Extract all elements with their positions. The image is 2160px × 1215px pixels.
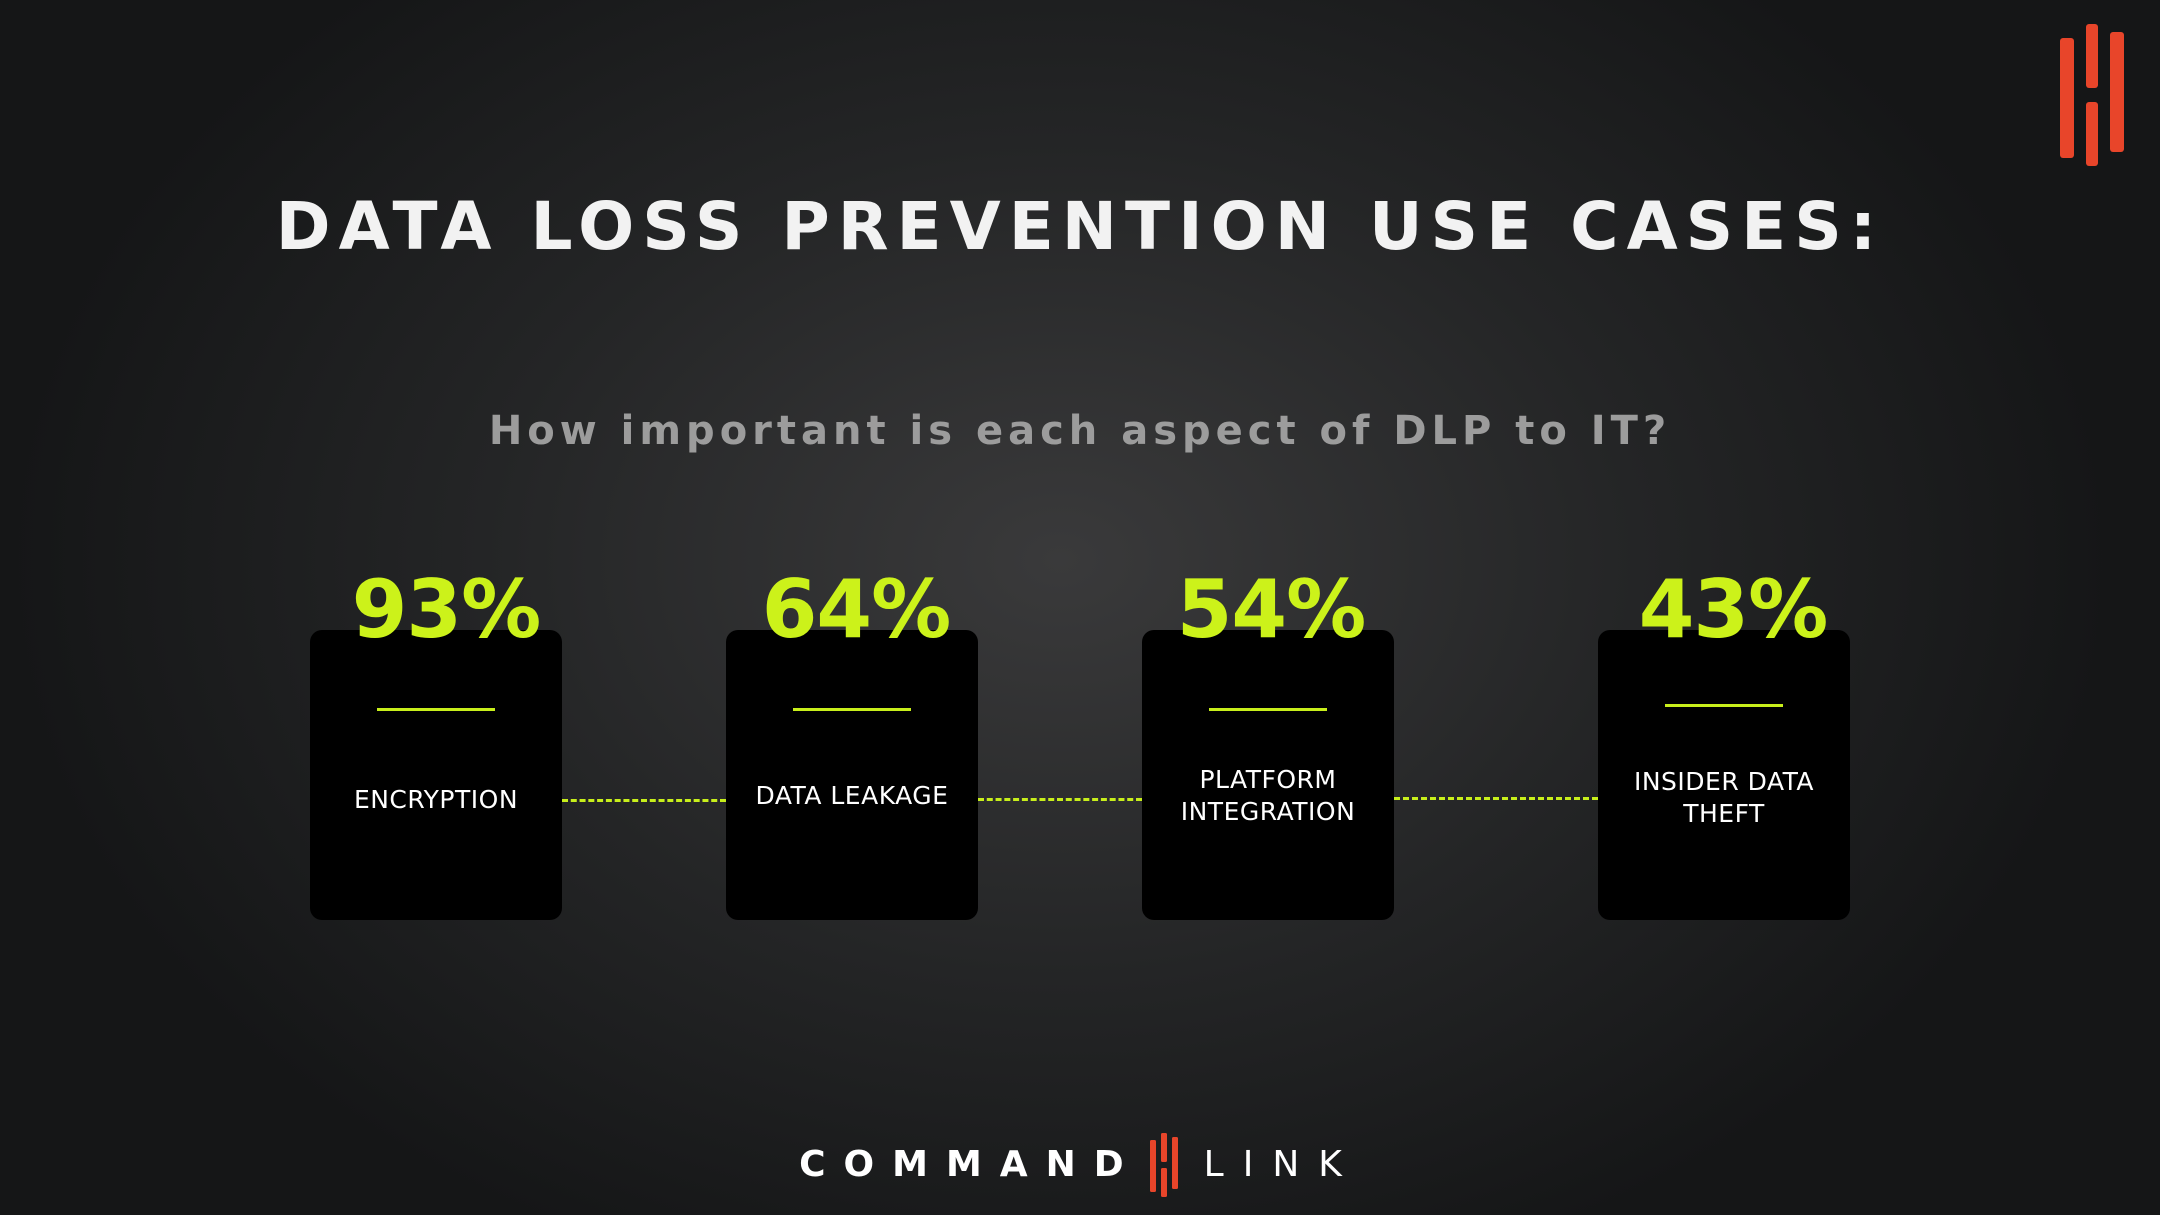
dashed-connector — [562, 799, 726, 802]
stat-value: 54% — [1176, 563, 1366, 656]
stat-label: DATA LEAKAGE — [755, 781, 949, 810]
commandlink-logo-icon — [2060, 24, 2124, 166]
stat-card-data-leakage: DATA LEAKAGE — [726, 630, 978, 920]
stat-card-encryption: ENCRYPTION — [310, 630, 562, 920]
stat-card-insider-data-theft: INSIDER DATA THEFT — [1598, 630, 1850, 920]
dashed-connector — [1394, 797, 1598, 800]
stat-value: 43% — [1638, 563, 1828, 656]
dashed-connector — [978, 798, 1142, 801]
brand-word-command: COMMAND — [799, 1144, 1142, 1185]
accent-rule — [793, 708, 911, 711]
stat-label: PLATFORM INTEGRATION — [1150, 764, 1386, 828]
commandlink-logo-icon — [1149, 1133, 1178, 1197]
accent-rule — [1209, 708, 1327, 711]
slide-title: DATA LOSS PREVENTION USE CASES: — [275, 188, 1885, 265]
stat-card-platform-integration: PLATFORM INTEGRATION — [1142, 630, 1394, 920]
stat-label-line: INTEGRATION — [1180, 797, 1356, 826]
stat-value: 64% — [761, 563, 951, 656]
stat-label-line: THEFT — [1683, 799, 1765, 828]
stat-value: 93% — [351, 563, 541, 656]
footer-brand: COMMAND LINK — [0, 1130, 2160, 1200]
stat-label: INSIDER DATA THEFT — [1606, 766, 1842, 830]
stat-label: ENCRYPTION — [353, 785, 519, 814]
stat-label-line: INSIDER DATA — [1633, 767, 1815, 796]
brand-word-link: LINK — [1203, 1144, 1361, 1185]
slide-subtitle: How important is each aspect of DLP to I… — [488, 408, 1672, 454]
stat-label-line: PLATFORM — [1199, 765, 1337, 794]
accent-rule — [377, 708, 495, 711]
accent-rule — [1665, 704, 1783, 707]
